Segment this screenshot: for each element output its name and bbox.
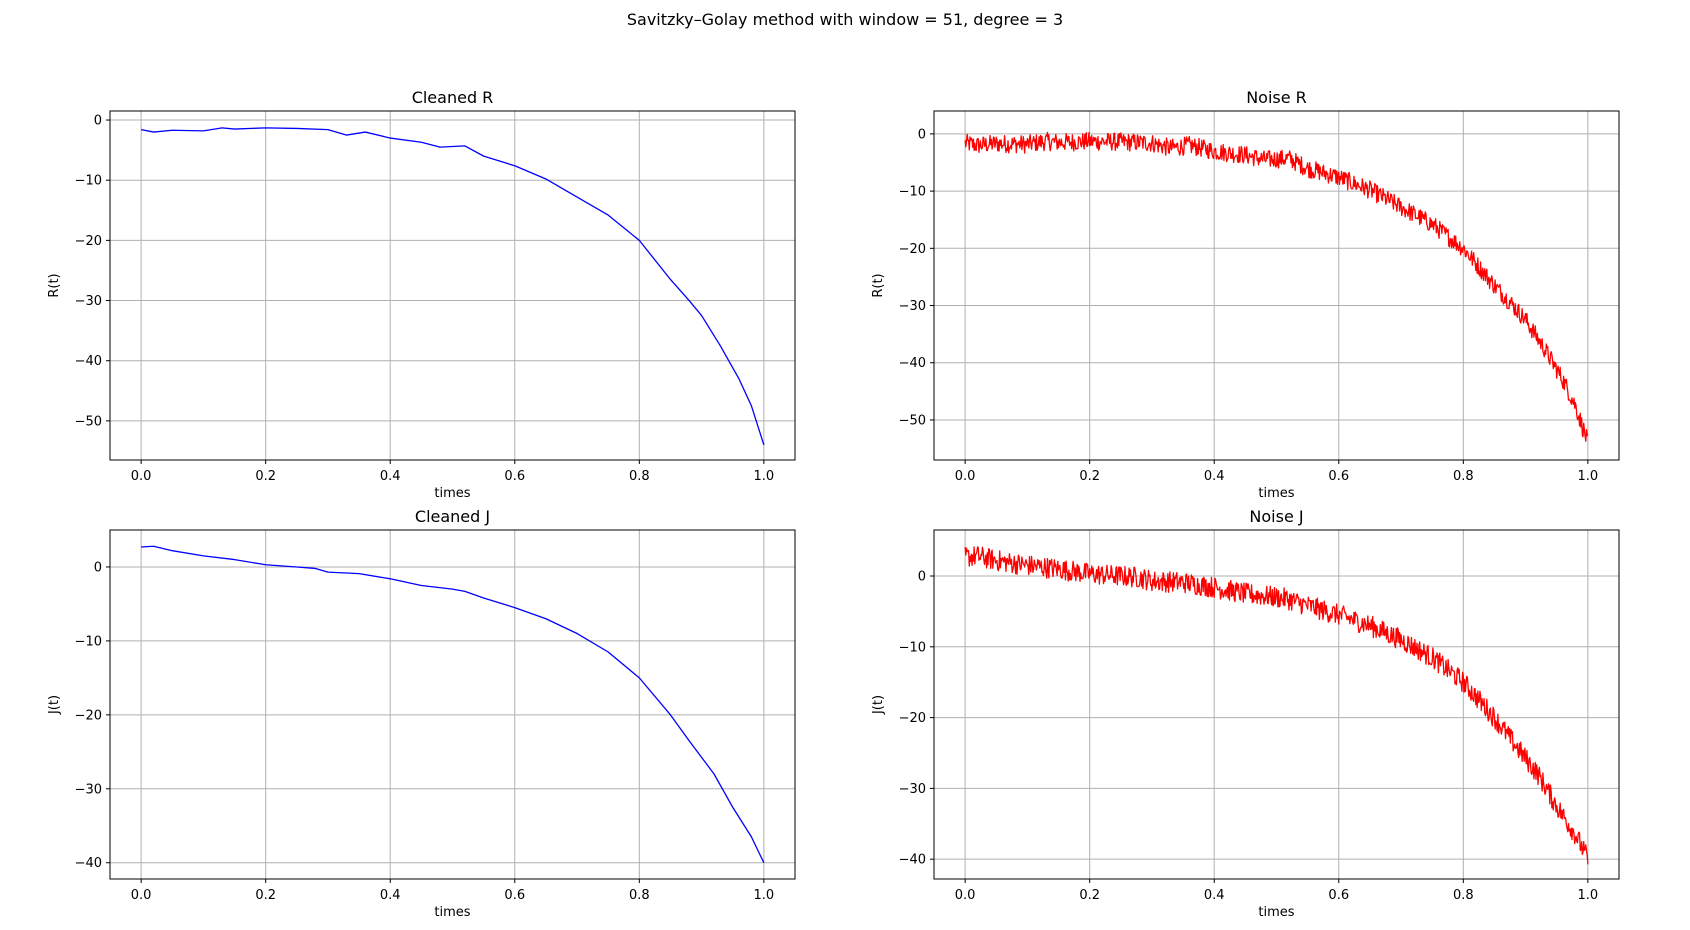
x-tick-label: 0.2 [1079,888,1100,903]
x-tick-label: 0.6 [1328,888,1349,903]
series-line-1 [141,127,765,446]
y-tick-label: −30 [75,294,102,309]
x-axis-label: times [434,486,470,501]
y-tick-label: −30 [899,299,926,314]
x-axis-label: times [1258,486,1294,501]
x-tick-label: 0.4 [380,469,401,484]
x-tick-label: 0.8 [629,469,650,484]
x-tick-label: 0.6 [504,469,525,484]
x-tick-label: 0.0 [955,469,976,484]
y-tick-label: −40 [75,856,102,871]
y-axis-label: J(t) [47,695,62,715]
subplot-title: Cleaned R [412,88,494,107]
y-axis-label: R(t) [871,273,886,297]
x-tick-label: 0.0 [131,469,152,484]
subplot-1: 0.0 0.2 0.4 0.6 0.8 1.0 0 −10 −20 −30 −40 −50 Cleane… [47,88,796,501]
series-line-1 [964,546,1589,865]
x-tick-label: 0.2 [1079,469,1100,484]
x-tick-label: 0.0 [131,888,152,903]
x-tick-label: 0.6 [504,888,525,903]
y-tick-label: −30 [75,782,102,797]
x-tick-label: 1.0 [1578,469,1599,484]
axes-frame [933,110,1620,461]
y-axis-label: R(t) [47,273,62,297]
y-tick-label: −50 [75,414,102,429]
y-tick-label: −10 [75,174,102,189]
axes-frame [109,110,796,461]
x-tick-label: 0.8 [629,888,650,903]
x-tick-label: 0.0 [955,888,976,903]
y-tick-label: 0 [94,560,102,575]
y-tick-label: 0 [918,570,926,585]
y-tick-label: −40 [75,354,102,369]
x-tick-label: 0.8 [1453,888,1474,903]
y-tick-label: −40 [899,356,926,371]
x-axis-label: times [1258,905,1294,920]
x-tick-label: 0.2 [255,469,276,484]
x-tick-label: 0.6 [1328,469,1349,484]
subplot-title: Noise R [1246,88,1307,107]
subplot-title: Cleaned J [415,507,490,526]
y-tick-label: −30 [899,782,926,797]
x-tick-label: 0.4 [1204,469,1225,484]
y-tick-label: 0 [94,114,102,129]
y-tick-label: −10 [899,185,926,200]
subplot-grid: 0.0 0.2 0.4 0.6 0.8 1.0 0 −10 −20 −30 −40 −50 Cleane… [47,88,1620,920]
y-tick-label: −50 [899,413,926,428]
axes-frame [933,529,1620,880]
y-tick-label: −20 [899,711,926,726]
x-axis-label: times [434,905,470,920]
y-tick-label: −20 [75,708,102,723]
series-line-1 [141,545,765,864]
y-tick-label: 0 [918,127,926,142]
x-tick-label: 0.4 [380,888,401,903]
y-tick-label: −40 [899,853,926,868]
subplot-2: 0.0 0.2 0.4 0.6 0.8 1.0 0 −10 −20 −30 −40 −50 Noise … [871,88,1620,501]
x-tick-label: 0.8 [1453,469,1474,484]
y-tick-label: −10 [75,634,102,649]
subplot-4: 0.0 0.2 0.4 0.6 0.8 1.0 0 −10 −20 −30 −40 Noise J ti… [871,507,1620,920]
subplot-3: 0.0 0.2 0.4 0.6 0.8 1.0 0 −10 −20 −30 −40 Cleaned J… [47,507,796,920]
x-tick-label: 0.2 [255,888,276,903]
x-tick-label: 1.0 [1578,888,1599,903]
x-tick-label: 1.0 [754,888,775,903]
y-tick-label: −10 [899,640,926,655]
axes-frame [109,529,796,880]
figure-suptitle: Savitzky–Golay method with window = 51, … [627,10,1063,29]
y-axis-label: J(t) [871,695,886,715]
series-line-1 [964,131,1589,442]
y-tick-label: −20 [75,234,102,249]
subplot-title: Noise J [1249,507,1303,526]
x-tick-label: 1.0 [754,469,775,484]
x-tick-label: 0.4 [1204,888,1225,903]
y-tick-label: −20 [899,242,926,257]
